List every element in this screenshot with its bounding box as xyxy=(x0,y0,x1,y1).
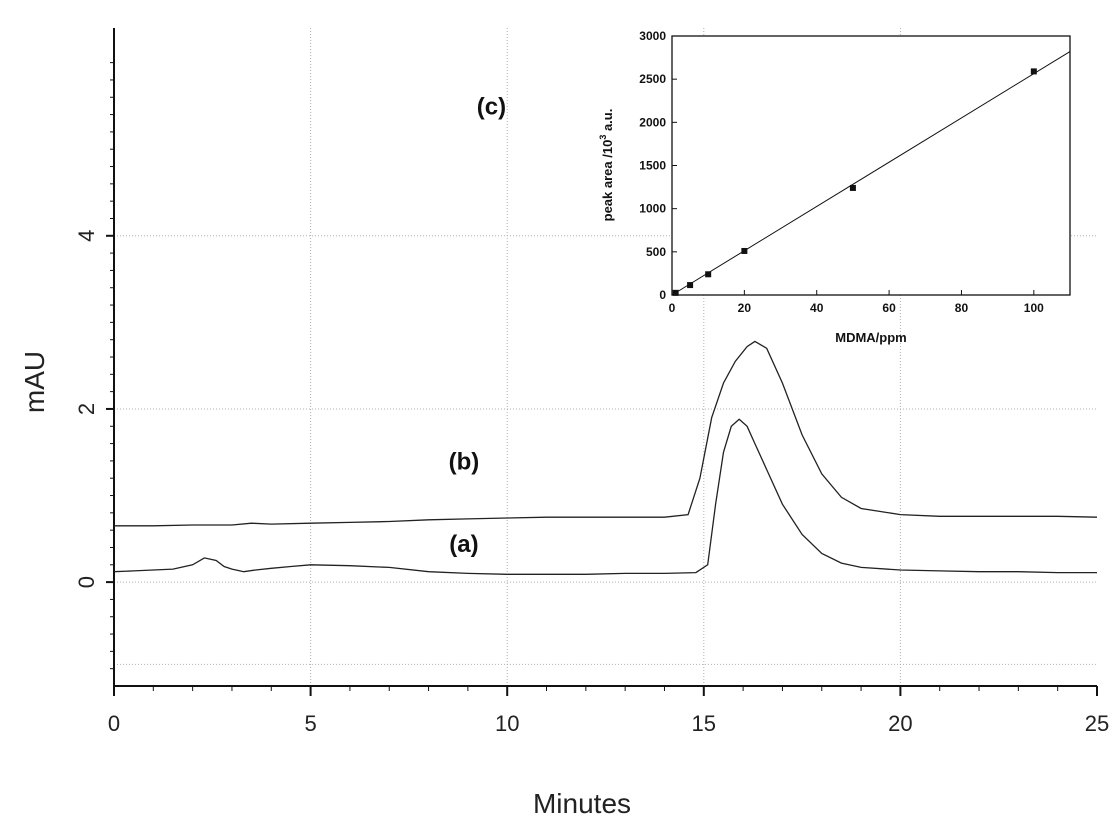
inset-fit-line xyxy=(671,51,1071,296)
inset-x-tick-label: 40 xyxy=(810,301,824,315)
series-line-b xyxy=(114,340,1098,527)
trace-label: (c) xyxy=(477,94,506,121)
inset-data-point xyxy=(687,282,694,289)
inset-x-tick-label: 0 xyxy=(669,301,676,315)
main-axis-ticks: 0 5 10 15 20 25 0 2 4 xyxy=(74,62,1109,736)
inset-y-axis-title: peak area /103 a.u. xyxy=(598,109,615,222)
trace-label: (a) xyxy=(449,531,478,558)
x-tick-label: 0 xyxy=(108,711,120,736)
main-series-group xyxy=(113,340,1098,575)
inset-data-point xyxy=(741,247,748,254)
x-tick-label: 10 xyxy=(495,711,519,736)
inset-y-axis-title-unit: a.u. xyxy=(600,109,615,135)
trace-label: (b) xyxy=(449,449,480,476)
inset-data-group xyxy=(671,51,1071,296)
inset-data-point xyxy=(849,184,856,191)
x-tick-label: 20 xyxy=(888,711,912,736)
inset-data-point xyxy=(672,289,679,296)
y-tick-label: 4 xyxy=(74,230,99,242)
inset-y-tick-label: 1500 xyxy=(639,159,666,173)
inset-y-tick-label: 3000 xyxy=(639,29,666,43)
inset-x-tick-label: 60 xyxy=(882,301,896,315)
inset-y-axis-title-main: peak area /10 xyxy=(600,140,615,222)
inset-y-tick-label: 2500 xyxy=(639,72,666,86)
x-tick-label: 25 xyxy=(1085,711,1109,736)
inset-x-tick-label: 100 xyxy=(1024,301,1044,315)
inset-x-tick-label: 20 xyxy=(738,301,752,315)
inset-background xyxy=(672,36,1070,295)
main-trace-labels: (a) (b) (c) xyxy=(449,94,507,558)
x-tick-label: 15 xyxy=(692,711,716,736)
inset-data-point xyxy=(1030,68,1037,75)
inset-y-tick-label: 2000 xyxy=(639,115,666,129)
x-axis-title: Minutes xyxy=(533,788,631,819)
inset-y-tick-label: 0 xyxy=(659,288,666,302)
inset-y-tick-label: 500 xyxy=(646,245,666,259)
inset-data-point xyxy=(705,271,712,278)
y-tick-label: 2 xyxy=(74,403,99,415)
inset-y-axis-title-exponent: 3 xyxy=(598,135,608,140)
y-axis-title: mAU xyxy=(19,351,50,413)
inset-x-axis-title: MDMA/ppm xyxy=(835,330,907,345)
inset-x-tick-label: 80 xyxy=(955,301,969,315)
inset-y-tick-label: 1000 xyxy=(639,202,666,216)
series-line-a xyxy=(113,418,1097,575)
x-tick-label: 5 xyxy=(304,711,316,736)
y-tick-label: 0 xyxy=(74,576,99,588)
